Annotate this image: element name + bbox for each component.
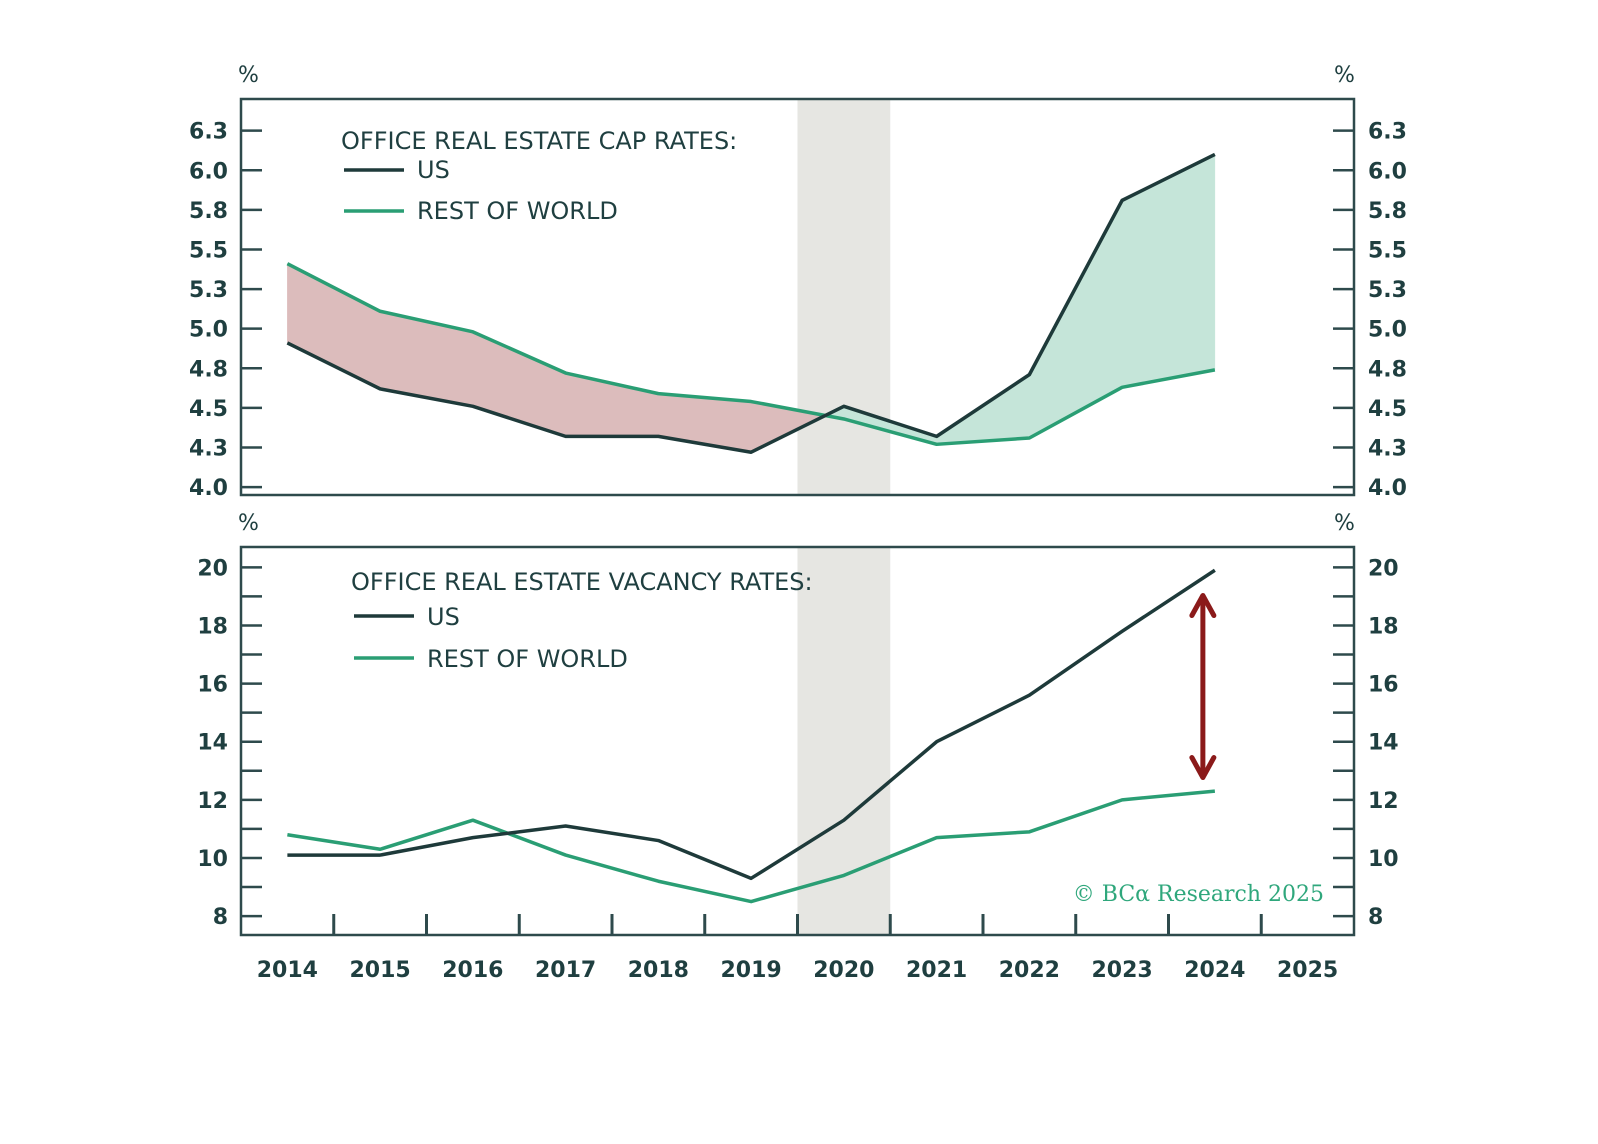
recession-shading (797, 547, 891, 935)
series-line-rest-of-world (287, 789, 1216, 904)
legend-title: OFFICE REAL ESTATE CAP RATES: (341, 127, 737, 155)
y-tick-label-right: 5.0 (1368, 318, 1407, 343)
series-line-rest-of-world (286, 262, 1216, 447)
y-unit-right: % (1334, 511, 1355, 536)
x-axis-year-labels: 2014 2015 2016 2017 2018 2019 2020 2021 2022 2023… (257, 958, 1338, 983)
y-tick-label-right: 5.3 (1368, 278, 1407, 303)
y-tick-label-right: 20 (1368, 556, 1399, 581)
y-tick-label-left: 12 (197, 789, 228, 814)
x-axis-ticks (332, 914, 1263, 935)
y-tick-label-right: 4.5 (1368, 397, 1407, 422)
arrow-head-up (1189, 593, 1217, 619)
x-tick-label: 2014 (257, 958, 318, 983)
y-tick-label-right: 18 (1368, 614, 1399, 639)
recession-shading (797, 99, 891, 495)
spread-fill-us-below (287, 263, 381, 390)
y-tick-label-right: 6.0 (1368, 159, 1407, 184)
y-tick-label-left: 14 (197, 731, 228, 756)
legend-label-us: US (417, 156, 450, 184)
x-tick-label: 2021 (906, 958, 967, 983)
y-tick-label-right: 4.0 (1368, 476, 1407, 501)
y-tick-label-left: 5.5 (189, 238, 228, 263)
y-tick-label-left: 20 (197, 556, 228, 581)
legend: OFFICE REAL ESTATE CAP RATES: US REST OF… (341, 127, 737, 225)
y-tick-label-left: 5.3 (189, 278, 228, 303)
y-tick-label-right: 4.3 (1368, 436, 1407, 461)
y-tick-label-left: 10 (197, 847, 228, 872)
plot-frame (239, 97, 1356, 497)
y-tick-label-right: 16 (1368, 673, 1399, 698)
y-tick-label-right: 5.8 (1368, 199, 1407, 224)
y-tick-label-right: 4.8 (1368, 357, 1407, 382)
x-tick-label: 2023 (1092, 958, 1153, 983)
x-tick-label: 2025 (1277, 958, 1338, 983)
x-tick-label: 2019 (721, 958, 782, 983)
x-tick-label: 2018 (628, 958, 689, 983)
x-tick-label: 2017 (535, 958, 596, 983)
y-tick-label-left: 5.8 (189, 199, 228, 224)
y-unit-right: % (1334, 63, 1355, 88)
y-tick-label-right: 12 (1368, 789, 1399, 814)
copyright-notice: © BCα Research 2025 (1073, 882, 1324, 907)
y-tick-label-left: 18 (197, 614, 228, 639)
vacancy-rates-panel: 8 8 10 10 12 12 14 14 16 16 18 18 20 20 % % OFFICE RE… (197, 511, 1399, 937)
y-tick-label-left: 5.0 (189, 318, 228, 343)
x-tick-label: 2022 (999, 958, 1060, 983)
y-axis-ticks: 8 8 10 10 12 12 14 14 16 16 18 18 20 20 (197, 556, 1398, 930)
y-tick-label-left: 8 (213, 905, 228, 930)
spread-fill-us-above (1029, 200, 1123, 439)
cap-rates-panel: 4.0 4.0 4.3 4.3 4.5 4.5 4.8 4.8 5.0 5.0 5.3 5.3 5.5 5… (189, 63, 1407, 501)
y-tick-label-right: 6.3 (1368, 120, 1407, 145)
y-unit-left: % (238, 511, 259, 536)
legend-label-rest-of-world: REST OF WORLD (427, 645, 628, 673)
x-tick-label: 2020 (813, 958, 874, 983)
arrow-head-down (1189, 755, 1217, 781)
gap-double-arrow (1189, 593, 1217, 781)
y-tick-label-right: 5.5 (1368, 238, 1407, 263)
x-tick-label: 2016 (442, 958, 503, 983)
x-tick-label: 2015 (350, 958, 411, 983)
y-tick-label-right: 10 (1368, 847, 1399, 872)
spread-fill-us-above (1121, 154, 1216, 388)
y-tick-label-left: 4.0 (189, 476, 228, 501)
legend-label-rest-of-world: REST OF WORLD (417, 197, 618, 225)
y-tick-label-left: 16 (197, 673, 228, 698)
y-unit-left: % (238, 63, 259, 88)
y-tick-label-left: 4.3 (189, 436, 228, 461)
legend: OFFICE REAL ESTATE VACANCY RATES: US RES… (351, 568, 813, 673)
x-tick-label: 2024 (1184, 958, 1245, 983)
series-line-us (286, 152, 1216, 454)
y-tick-label-left: 6.3 (189, 120, 228, 145)
y-tick-label-left: 6.0 (189, 159, 228, 184)
y-tick-label-left: 4.5 (189, 397, 228, 422)
y-tick-label-right: 14 (1368, 731, 1399, 756)
series-line-us (287, 568, 1216, 881)
y-tick-label-left: 4.8 (189, 357, 228, 382)
y-tick-label-right: 8 (1368, 905, 1383, 930)
legend-label-us: US (427, 603, 460, 631)
y-axis-ticks: 4.0 4.0 4.3 4.3 4.5 4.5 4.8 4.8 5.0 5.0 5.3 5.3 5.5 5… (189, 120, 1407, 501)
legend-title: OFFICE REAL ESTATE VACANCY RATES: (351, 568, 813, 596)
